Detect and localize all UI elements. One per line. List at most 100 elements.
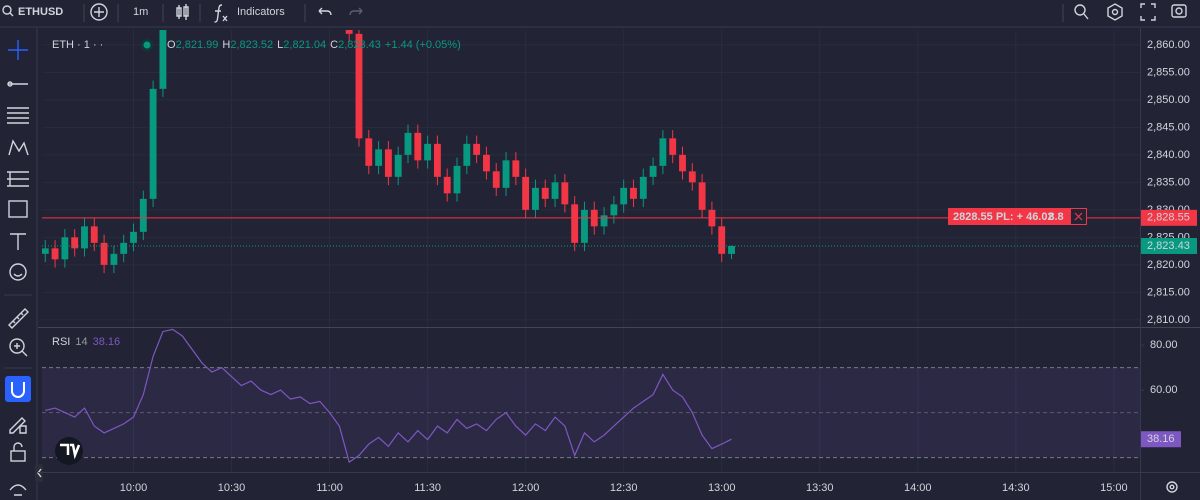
y-tick-label: 2,820.00 (1147, 259, 1190, 271)
candle-body (345, 30, 353, 34)
candle-body (502, 160, 510, 188)
candle-body (630, 187, 637, 199)
candle-body (600, 215, 608, 227)
y-tick-label: 2,840.00 (1147, 149, 1190, 161)
high-label: H (222, 39, 230, 51)
candle-body (139, 198, 147, 232)
ohlc-legend: O2,821.99 H2,823.52 L2,821.04 C2,823.43 +1.4… (167, 39, 461, 51)
rsi-plot (42, 328, 1140, 464)
candle-body (512, 160, 520, 177)
lock-tool[interactable] (10, 450, 26, 462)
candle-body (81, 226, 88, 249)
y-tick-label: 60.00 (1150, 384, 1178, 396)
rsi-pane (42, 328, 1140, 472)
interval[interactable]: 1m (133, 6, 148, 18)
position-label[interactable]: 2828.55 PL: + 46.02 8.8 (948, 208, 1087, 225)
logo-mark (60, 443, 81, 460)
y-tick-label: 2,855.00 (1147, 66, 1190, 78)
candle-body (130, 231, 137, 243)
candle-body (659, 138, 667, 166)
candle-body (649, 165, 657, 177)
search-icon[interactable] (2, 5, 12, 15)
candle-body (443, 176, 451, 194)
quick-search-handle (1083, 13, 1089, 20)
zoom-tool[interactable] (9, 338, 25, 354)
indicators-icon[interactable] (214, 4, 228, 23)
x-tick-label: 10:30 (218, 482, 246, 494)
candle-body (424, 143, 432, 161)
add-symbol-icon[interactable] (90, 3, 108, 21)
crosshair-tool[interactable] (8, 40, 28, 60)
candle-body (42, 248, 49, 254)
candle-body (571, 204, 579, 243)
x-tick-label: 14:00 (904, 482, 932, 494)
candle-body (522, 176, 530, 210)
price-label-box (1141, 209, 1197, 226)
redo-icon[interactable] (349, 7, 363, 16)
trend-line-tool[interactable] (7, 81, 28, 87)
candle-body (669, 138, 677, 155)
candle-body (51, 248, 59, 260)
candle-body (551, 182, 559, 199)
candle-body (581, 209, 588, 243)
axis-settings-icon[interactable] (1166, 481, 1178, 493)
candle-body (532, 187, 539, 210)
change: +1.44 (+0.05%) (385, 39, 461, 51)
candle-body (639, 176, 647, 199)
open-value: 2,821.99 (176, 39, 219, 51)
settings-icon[interactable] (1107, 3, 1123, 21)
symbol[interactable]: ETHUSD (18, 6, 63, 18)
candle-body (404, 132, 412, 155)
candle-body (61, 237, 69, 260)
candle-body (492, 171, 500, 188)
snapshot-icon[interactable] (1171, 4, 1187, 18)
pattern-tool[interactable] (8, 139, 29, 156)
candle-body (394, 154, 402, 177)
text-tool[interactable] (10, 233, 26, 250)
x-tick-label: 15:00 (1100, 482, 1128, 494)
prediction-tool[interactable] (7, 171, 29, 187)
ruler-tool[interactable] (8, 308, 29, 329)
y-tick-label: 2,845.00 (1147, 121, 1190, 133)
x-tick-label: 11:30 (414, 482, 441, 494)
zoom-tool-detail (14, 343, 28, 357)
indicators-button[interactable]: Indicators (237, 6, 285, 18)
emoji-tool[interactable] (9, 263, 27, 281)
magnet-icon (11, 382, 25, 398)
x-tick-label: 12:30 (610, 482, 638, 494)
fullscreen-icon[interactable] (1140, 3, 1156, 21)
axis-settings-dot (1169, 484, 1175, 490)
lock-drawing-tool[interactable] (9, 417, 27, 434)
candle-body (433, 143, 441, 177)
quick-search-icon[interactable] (1074, 4, 1086, 16)
undo-icon[interactable] (318, 7, 332, 16)
search-icon-handle (9, 12, 14, 17)
candle-body (120, 242, 128, 254)
candle-body (90, 226, 98, 243)
rsi-title: RSI (52, 336, 70, 348)
position-pl: 2828.55 PL: + 46.02 (953, 211, 1054, 223)
candle-body (453, 165, 461, 194)
open-label: O (167, 39, 176, 51)
candle-body (355, 33, 363, 139)
candle-body (561, 182, 569, 205)
magnet-tool-active[interactable] (5, 376, 31, 402)
position-qty: 8.8 (1048, 211, 1063, 223)
y-tick-label: 2,850.00 (1147, 94, 1190, 106)
chart-type-icon[interactable] (176, 4, 189, 20)
candle-body (718, 226, 726, 254)
shape-tool[interactable] (8, 200, 28, 218)
x-tick-label: 14:30 (1002, 482, 1030, 494)
x-tick-label: 13:30 (806, 482, 834, 494)
position-box[interactable] (948, 208, 1070, 225)
rsi-length: 14 (75, 336, 87, 348)
visibility-tool[interactable] (9, 484, 27, 496)
y-tick-label: 2,860.00 (1147, 39, 1190, 51)
series-name: ETH · 1 · · (52, 39, 103, 51)
price-plot (42, 30, 1140, 327)
fib-tool[interactable] (7, 107, 29, 124)
price-label: 2,823.43 (1147, 240, 1190, 252)
x-tick-label: 10:00 (120, 482, 148, 494)
candle-body (463, 143, 471, 166)
